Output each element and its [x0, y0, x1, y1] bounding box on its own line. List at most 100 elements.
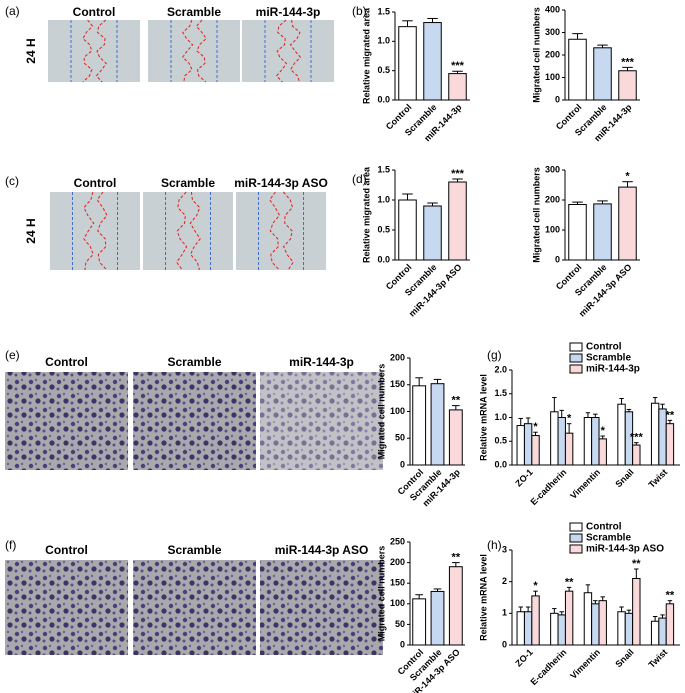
error-bar [634, 568, 639, 579]
panel-label: (b) [352, 4, 367, 18]
x-tick-label: ZO-1 [513, 647, 535, 669]
error-bar [572, 201, 583, 205]
y-axis-label: Relative mRNA level [478, 554, 488, 641]
bar [618, 186, 637, 261]
bar [564, 590, 574, 646]
y-tick-label: 0 [400, 459, 405, 469]
wound-image [48, 20, 140, 82]
legend-label: Scramble [586, 353, 631, 364]
x-tick-label: Snail [613, 467, 635, 489]
error-bar [559, 409, 564, 418]
bar [632, 444, 641, 466]
error-bar [622, 66, 633, 71]
wound-image [236, 192, 326, 270]
y-tick-label: 0.5 [377, 65, 390, 75]
image-title: Scramble [167, 5, 221, 19]
bar [650, 620, 660, 646]
side-label: 24 H [24, 38, 38, 63]
error-bar [433, 588, 442, 592]
error-bar [600, 435, 605, 439]
y-tick-label: 200 [545, 194, 560, 204]
x-tick-label: Twist [646, 467, 669, 490]
y-tick-label: 2 [502, 576, 507, 586]
bar [412, 385, 427, 466]
bar [516, 425, 525, 466]
error-bar [652, 616, 658, 622]
wound-front [269, 191, 281, 271]
error-bar [427, 202, 438, 206]
bar [550, 612, 559, 646]
y-tick-label: 0.5 [377, 224, 390, 234]
bar [531, 435, 540, 466]
error-bar [600, 596, 605, 601]
error-bar [533, 431, 538, 436]
y-tick-label: 50 [395, 619, 405, 629]
error-bar [622, 181, 633, 188]
error-bar [427, 17, 438, 23]
wound-image [242, 20, 334, 82]
bar [632, 578, 641, 646]
significance: ** [632, 558, 641, 570]
image-title: Control [74, 176, 117, 190]
significance: *** [621, 56, 635, 68]
y-axis-label: Migrated cell numbers [376, 546, 386, 642]
x-tick-label: Twist [646, 647, 669, 670]
error-bar [552, 397, 557, 412]
error-bar [597, 44, 608, 48]
y-tick-label: 1.0 [377, 36, 390, 46]
x-tick-label: Snail [613, 647, 635, 669]
panel-label: (h) [487, 538, 502, 552]
bar [564, 432, 574, 466]
bar [593, 203, 612, 261]
error-bar [652, 397, 658, 404]
microscopy-image [5, 372, 128, 470]
error-bar [415, 377, 424, 386]
error-bar [626, 408, 632, 412]
y-axis-label: Relative migrated area [361, 7, 371, 104]
wound-front [289, 19, 302, 83]
significance: * [533, 580, 538, 592]
legend-label: miR-144-3p [586, 364, 640, 375]
error-bar [402, 193, 413, 200]
y-tick-label: 250 [390, 536, 405, 546]
legend-swatch [569, 533, 583, 543]
bar [550, 411, 559, 466]
y-tick-label: 2.0 [494, 364, 507, 374]
wound-front [275, 19, 288, 83]
wound-front [95, 19, 107, 83]
error-bar [452, 70, 463, 74]
error-bar [593, 413, 598, 418]
error-bar [533, 590, 538, 596]
y-tick-label: 0 [400, 639, 405, 649]
bar [430, 383, 445, 466]
y-tick-label: 1.0 [377, 194, 390, 204]
legend-swatch [569, 353, 583, 363]
bar [658, 617, 667, 646]
y-tick-label: 0 [555, 94, 560, 104]
y-tick-label: 1.5 [494, 388, 507, 398]
significance: ** [452, 552, 461, 564]
error-bar [593, 600, 598, 604]
significance: * [533, 421, 538, 433]
error-bar [619, 398, 624, 405]
microscopy-image [5, 560, 128, 655]
bar [665, 603, 675, 646]
legend-label: Scramble [586, 533, 631, 544]
image-title: Control [73, 5, 116, 19]
error-bar [660, 614, 665, 619]
panel-label: (f) [5, 538, 16, 552]
x-tick-label: Vimentin [568, 647, 602, 681]
image-title: Scramble [167, 355, 221, 369]
error-bar [585, 584, 591, 593]
significance: ** [452, 395, 461, 407]
bar [398, 26, 417, 101]
error-bar [667, 600, 673, 604]
legend-label: Control [586, 522, 622, 533]
error-bar [525, 606, 531, 612]
y-tick-label: 300 [545, 27, 560, 37]
legend-label: Control [586, 342, 622, 353]
bar [617, 403, 626, 466]
legend-swatch [569, 522, 583, 532]
bar [598, 438, 607, 466]
bar [617, 611, 626, 646]
